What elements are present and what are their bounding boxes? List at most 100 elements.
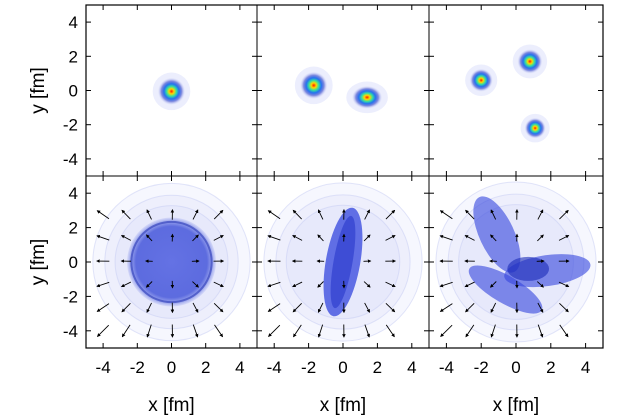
x-axis-label: x [fm]: [148, 395, 194, 416]
x-tick-label: 0: [167, 358, 176, 377]
flow-arrow: [385, 281, 396, 288]
x-tick-label: 0: [338, 358, 347, 377]
x-tick-label: 2: [201, 358, 210, 377]
flow-arrow: [267, 303, 281, 312]
y-tick-label: 4: [69, 184, 78, 203]
flow-arrow: [363, 234, 371, 242]
x-tick-label: -2: [130, 358, 145, 377]
fireball-core: [330, 215, 356, 309]
flow-arrow: [363, 281, 371, 288]
x-tick-label: 4: [407, 358, 416, 377]
flow-arrow: [292, 281, 303, 288]
flow-arrow: [96, 303, 110, 312]
flow-arrow: [385, 324, 395, 338]
density-hotspot: [351, 85, 383, 109]
flow-arrow: [268, 324, 281, 337]
flow-arrow: [96, 235, 110, 241]
y-tick-label: -4: [63, 322, 78, 341]
x-tick-label: -4: [96, 358, 111, 377]
y-tick-label: 2: [69, 219, 78, 238]
density-hotspot: [524, 117, 546, 139]
flow-arrow: [559, 209, 569, 220]
flow-arrow: [558, 235, 570, 241]
fireball-overlap: [507, 256, 550, 281]
flow-arrow: [490, 234, 497, 242]
flow-arrow: [537, 209, 544, 220]
flow-arrow: [465, 209, 475, 220]
flow-arrow: [145, 281, 153, 288]
flow-arrow: [292, 209, 302, 220]
panel-0-1: [294, 66, 388, 114]
flow-arrow: [145, 234, 153, 242]
flow-arrow: [293, 324, 302, 338]
flow-arrow: [121, 209, 131, 220]
x-axis-label: x [fm]: [493, 395, 539, 416]
flow-arrow: [292, 303, 302, 313]
flow-arrow: [96, 281, 110, 288]
flow-arrow: [121, 303, 131, 313]
density-hotspot: [517, 49, 543, 74]
panel-0-2: [465, 44, 550, 143]
x-tick-label: -2: [474, 358, 489, 377]
flow-arrow: [385, 209, 396, 220]
flow-arrow: [213, 235, 224, 241]
flow-arrow: [213, 281, 224, 288]
flow-arrow: [317, 302, 324, 313]
y-tick-label: -2: [63, 287, 78, 306]
flow-arrow: [267, 210, 281, 220]
flow-arrow: [146, 324, 152, 338]
flow-arrow: [192, 302, 199, 313]
x-tick-label: 4: [581, 358, 590, 377]
flow-arrow: [385, 303, 396, 313]
y-axis-label: y [fm]: [28, 239, 49, 285]
flow-arrow: [267, 235, 281, 241]
flow-arrow: [364, 302, 370, 313]
flow-arrow: [96, 324, 110, 337]
x-tick-label: 0: [511, 358, 520, 377]
flow-arrow: [317, 234, 324, 242]
x-tick-label: 2: [546, 358, 555, 377]
flow-arrow: [213, 209, 224, 220]
flow-arrow: [317, 209, 324, 220]
y-tick-label: 4: [69, 13, 78, 32]
flow-arrow: [439, 281, 453, 288]
density-hotspot: [469, 68, 493, 92]
x-tick-label: 4: [235, 358, 244, 377]
flow-arrow: [292, 235, 303, 241]
y-tick-label: 0: [69, 82, 78, 101]
flow-arrow: [464, 281, 475, 288]
flow-arrow: [192, 209, 199, 220]
x-tick-label: -2: [301, 358, 316, 377]
y-tick-label: 0: [69, 253, 78, 272]
panel-0-0: [152, 72, 191, 111]
flow-arrow: [317, 281, 324, 288]
flow-arrow: [559, 324, 569, 338]
flow-arrow: [439, 210, 453, 220]
flow-arrow: [120, 235, 132, 241]
flow-arrow: [214, 324, 223, 338]
y-tick-label: 2: [69, 47, 78, 66]
density-hotspot: [157, 77, 186, 106]
x-tick-label: -4: [439, 358, 454, 377]
flow-arrow: [537, 324, 544, 338]
x-tick-label: -4: [267, 358, 282, 377]
fireball-lobe: [473, 196, 521, 273]
flow-arrow: [558, 281, 570, 288]
flow-arrow: [364, 324, 370, 338]
density-hotspot: [300, 71, 328, 100]
flow-arrow: [121, 324, 131, 338]
panel-1-1: [263, 182, 423, 342]
flow-arrow: [537, 302, 544, 313]
flow-arrow: [192, 281, 199, 288]
flow-arrow: [192, 324, 199, 338]
flow-arrow: [537, 281, 544, 288]
y-axis-label: y [fm]: [28, 67, 49, 113]
flow-arrow: [440, 324, 453, 337]
y-tick-label: -4: [63, 150, 78, 169]
flow-arrow: [490, 324, 496, 338]
flow-arrow: [213, 303, 224, 313]
panels-layer: [92, 44, 597, 343]
flow-arrow: [465, 324, 475, 338]
